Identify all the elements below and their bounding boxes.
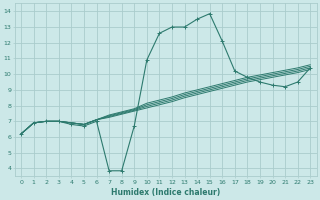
X-axis label: Humidex (Indice chaleur): Humidex (Indice chaleur) [111,188,220,197]
